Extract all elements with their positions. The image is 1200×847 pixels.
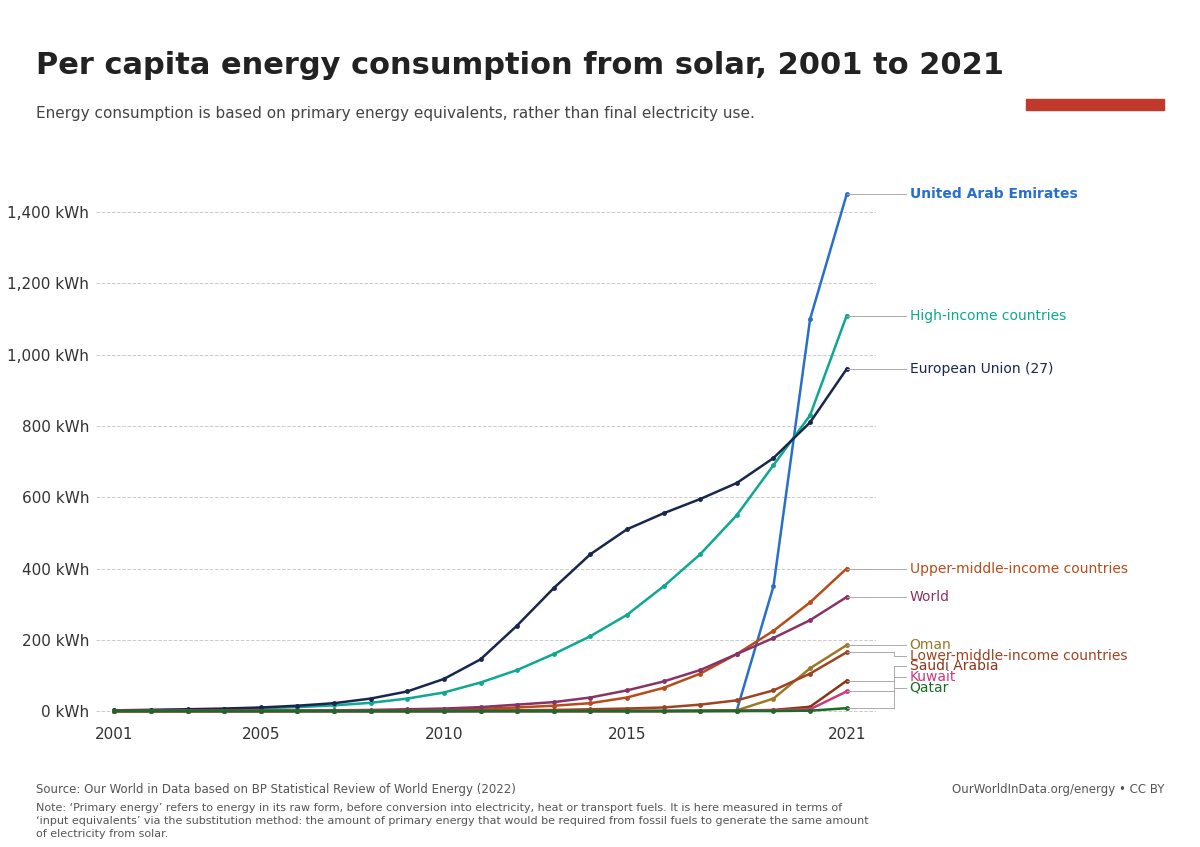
Text: High-income countries: High-income countries [910, 308, 1066, 323]
Text: Upper-middle-income countries: Upper-middle-income countries [910, 562, 1128, 575]
Text: Lower-middle-income countries: Lower-middle-income countries [910, 649, 1127, 663]
Text: European Union (27): European Union (27) [910, 362, 1052, 376]
Text: Energy consumption is based on primary energy equivalents, rather than final ele: Energy consumption is based on primary e… [36, 106, 755, 121]
Bar [1026, 99, 1164, 110]
Text: Saudi Arabia: Saudi Arabia [910, 660, 998, 673]
Text: Note: ‘Primary energy’ refers to energy in its raw form, before conversion into : Note: ‘Primary energy’ refers to energy … [36, 803, 869, 839]
Text: Oman: Oman [910, 638, 952, 652]
Text: United Arab Emirates: United Arab Emirates [910, 187, 1078, 202]
Text: Source: Our World in Data based on BP Statistical Review of World Energy (2022): Source: Our World in Data based on BP St… [36, 783, 516, 796]
Text: Our World: Our World [1057, 42, 1133, 56]
Text: World: World [910, 590, 949, 604]
Text: Qatar: Qatar [910, 681, 949, 695]
Text: Kuwait: Kuwait [910, 670, 956, 684]
Text: Per capita energy consumption from solar, 2001 to 2021: Per capita energy consumption from solar… [36, 51, 1004, 80]
Text: OurWorldInData.org/energy • CC BY: OurWorldInData.org/energy • CC BY [952, 783, 1164, 796]
Text: in Data: in Data [1068, 68, 1122, 81]
